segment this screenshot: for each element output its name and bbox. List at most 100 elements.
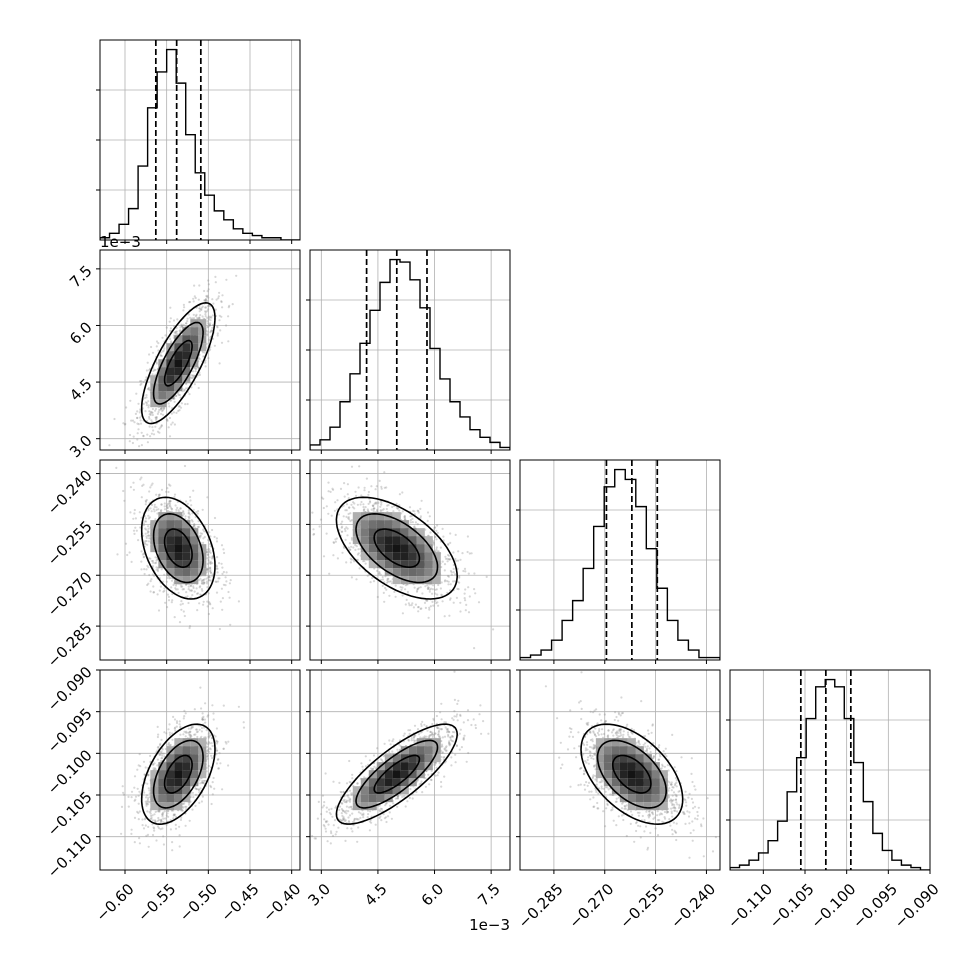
y-tick-label: −0.285: [44, 619, 96, 671]
scatter-point: [312, 528, 314, 530]
scatter-point: [215, 281, 217, 283]
scatter-point: [208, 305, 210, 307]
scatter-point: [216, 326, 218, 328]
scatter-point: [344, 509, 346, 511]
scatter-point: [182, 325, 184, 327]
scatter-point: [187, 318, 189, 320]
scatter-point: [357, 548, 359, 550]
scatter-point: [148, 416, 150, 418]
scatter-point: [149, 486, 151, 488]
scatter-point: [395, 585, 397, 587]
scatter-point: [159, 590, 161, 592]
scatter-point: [168, 405, 170, 407]
scatter-point: [145, 533, 147, 535]
scatter-point: [348, 547, 350, 549]
scatter-point: [219, 315, 221, 317]
density-cell: [166, 375, 174, 383]
scatter-point: [145, 517, 147, 519]
scatter-point: [217, 297, 219, 299]
scatter-point: [164, 817, 166, 819]
scatter-point: [379, 506, 381, 508]
scatter-point: [348, 516, 350, 518]
scatter-point: [178, 509, 180, 511]
scatter-point: [227, 315, 229, 317]
scatter-point: [215, 581, 217, 583]
scatter-point: [437, 550, 439, 552]
scatter-point: [335, 541, 337, 543]
scatter-point: [214, 517, 216, 519]
scatter-point: [190, 585, 192, 587]
scatter-point: [164, 334, 166, 336]
scatter-point: [415, 521, 417, 523]
scatter-point: [152, 373, 154, 375]
scatter-point: [364, 487, 366, 489]
scatter-point: [193, 587, 195, 589]
scatter-point: [349, 549, 351, 551]
histogram-step: [310, 260, 510, 450]
scatter-point: [424, 585, 426, 587]
scatter-point: [166, 419, 168, 421]
scatter-point: [192, 298, 194, 300]
scatter-point: [222, 548, 224, 550]
density-cell: [425, 552, 433, 560]
scatter-point: [196, 609, 198, 611]
scatter-point: [223, 552, 225, 554]
scatter-point: [458, 577, 460, 579]
scatter-point: [135, 413, 137, 415]
scatter-point: [164, 505, 166, 507]
scatter-point: [238, 600, 240, 602]
scatter-point: [173, 496, 175, 498]
scatter-point: [133, 489, 135, 491]
y-tick-label: −0.270: [44, 568, 96, 620]
scatter-point: [235, 275, 237, 277]
scatter-point: [157, 508, 159, 510]
scatter-point: [214, 276, 216, 278]
scatter-point: [207, 331, 209, 333]
scatter-point: [330, 491, 332, 493]
scatter-point: [152, 352, 154, 354]
scatter-point: [163, 350, 165, 352]
scatter-point: [191, 519, 193, 521]
density-cell: [166, 536, 174, 544]
scatter-point: [448, 581, 450, 583]
scatter-point: [145, 540, 147, 542]
scatter-point: [160, 413, 162, 415]
scatter-point: [379, 480, 381, 482]
scatter-point: [343, 515, 345, 517]
scatter-point: [473, 572, 475, 574]
scatter-point: [228, 306, 230, 308]
scatter-point: [154, 369, 156, 371]
scatter-point: [454, 558, 456, 560]
scatter-point: [411, 515, 413, 517]
scatter-point: [157, 413, 159, 415]
density-cell: [190, 568, 198, 576]
scatter-point: [183, 588, 185, 590]
scatter-point: [320, 519, 322, 521]
scatter-point: [174, 616, 176, 618]
scatter-point: [373, 507, 375, 509]
scatter-point: [363, 489, 365, 491]
scatter-point: [198, 299, 200, 301]
scatter-point: [373, 510, 375, 512]
scatter-point: [137, 428, 139, 430]
scatter-point: [400, 589, 402, 591]
scatter-point: [129, 551, 131, 553]
scatter-point: [158, 411, 160, 413]
scatter-point: [198, 317, 200, 319]
scatter-point: [464, 568, 466, 570]
scatter-point: [369, 500, 371, 502]
scatter-point: [135, 393, 137, 395]
scatter-point: [209, 556, 211, 558]
density-cell: [385, 544, 393, 552]
scatter-point: [326, 533, 328, 535]
scatter-point: [454, 573, 456, 575]
scatter-point: [150, 580, 152, 582]
scatter-point: [486, 576, 488, 578]
scatter-point: [323, 507, 325, 509]
scatter-point: [386, 508, 388, 510]
scatter-point: [206, 317, 208, 319]
density-cell: [401, 568, 409, 576]
scatter-point: [352, 501, 354, 503]
density-cell: [174, 552, 182, 560]
scatter-point: [151, 560, 153, 562]
